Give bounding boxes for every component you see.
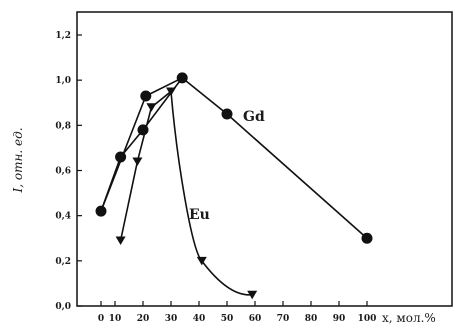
gd-point	[221, 108, 233, 120]
x-tick-label: 20	[137, 314, 150, 324]
x-axis: 0 10 20 30 40 50 60 70 80 90 100	[98, 301, 377, 324]
gd-point	[361, 232, 373, 244]
series-markers	[95, 72, 373, 300]
series-line-gd-start	[100, 156, 122, 212]
gd-point	[176, 72, 188, 84]
gd-point	[137, 124, 149, 136]
y-tick-label: 0,6	[55, 167, 71, 177]
y-tick-label: 1,2	[55, 31, 71, 41]
plot-area	[76, 11, 453, 307]
y-tick-label: 1,0	[55, 76, 71, 86]
gd-point	[95, 205, 107, 217]
x-tick-label: 60	[249, 314, 262, 324]
x-tick-label: 0	[98, 314, 104, 324]
series-line-eu	[119, 89, 253, 296]
x-tick-label: 50	[221, 314, 234, 324]
x-tick-label: 90	[333, 314, 346, 324]
x-tick-label: 70	[277, 314, 290, 324]
y-tick-label: 0,2	[55, 257, 71, 267]
eu-point	[132, 157, 143, 166]
series-line-gd-fall	[181, 77, 368, 239]
eu-point	[247, 290, 258, 300]
x-tick-label: 30	[165, 314, 178, 324]
x-tick-label: 100	[358, 314, 377, 324]
eu-point	[115, 236, 126, 246]
y-tick-label: 0,0	[55, 302, 71, 312]
x-tick-label: 80	[305, 314, 318, 324]
series-lines	[100, 77, 368, 296]
y-axis: 0,0 0,2 0,4 0,6 0,8 1,0 1,2	[55, 31, 82, 312]
x-tick-label: 10	[109, 314, 122, 324]
x-tick-label: 40	[193, 314, 206, 324]
y-tick-label: 0,4	[55, 212, 71, 222]
y-tick-label: 0,8	[55, 121, 71, 131]
plot-frame	[76, 11, 453, 307]
gd-point	[115, 151, 127, 163]
series-label-eu: Eu	[189, 207, 210, 223]
gd-point	[140, 90, 152, 102]
x-axis-label: x, мол.%	[382, 311, 436, 325]
eu-point	[146, 103, 157, 112]
eu-point	[196, 256, 207, 266]
series-label-gd: Gd	[243, 109, 265, 125]
y-axis-label: I, отн. ед.	[11, 127, 25, 193]
eu-point	[166, 87, 176, 96]
